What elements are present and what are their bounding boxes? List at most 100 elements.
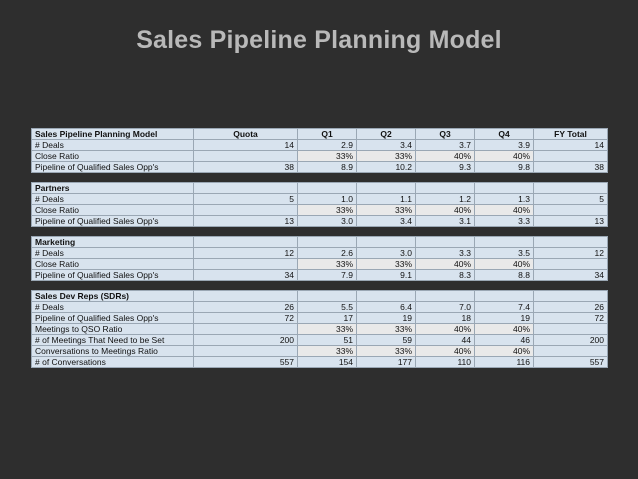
value-cell: 557	[193, 356, 298, 368]
value-cell: 33%	[356, 323, 416, 335]
value-cell: 40%	[415, 323, 475, 335]
value-cell: 8.8	[474, 269, 534, 281]
table-row: Pipeline of Qualified Sales Opp's 34 7.9 9.…	[31, 269, 608, 281]
value-cell: 5	[533, 193, 608, 205]
row-label: # Deals	[31, 193, 194, 205]
empty-cell	[297, 290, 357, 302]
table-row: # Deals 5 1.0 1.1 1.2 1.3 5	[31, 193, 608, 205]
empty-cell	[297, 182, 357, 194]
value-cell: 34	[193, 269, 298, 281]
value-cell: 38	[193, 161, 298, 173]
table-row: Meetings to QSO Ratio 33% 33% 40% 40%	[31, 323, 608, 335]
row-label: Pipeline of Qualified Sales Opp's	[31, 269, 194, 281]
value-cell: 19	[356, 312, 416, 324]
value-cell: 72	[193, 312, 298, 324]
value-cell: 5.5	[297, 301, 357, 313]
section-title: Marketing	[31, 236, 194, 248]
table-row: # of Meetings That Need to be Set 200 51 59…	[31, 334, 608, 346]
table-row: # Deals 12 2.6 3.0 3.3 3.5 12	[31, 247, 608, 259]
value-cell: 9.3	[415, 161, 475, 173]
table-row: # Deals 26 5.5 6.4 7.0 7.4 26	[31, 301, 608, 313]
value-cell: 26	[193, 301, 298, 313]
value-cell: 33%	[356, 345, 416, 357]
value-cell	[193, 323, 298, 335]
value-cell: 3.3	[415, 247, 475, 259]
value-cell: 3.0	[356, 247, 416, 259]
value-cell: 59	[356, 334, 416, 346]
value-cell	[193, 150, 298, 162]
header-quota: Quota	[193, 128, 298, 140]
header-q1: Q1	[297, 128, 357, 140]
value-cell	[533, 258, 608, 270]
value-cell: 6.4	[356, 301, 416, 313]
section-header-row: Sales Dev Reps (SDRs)	[31, 290, 608, 302]
header-q2: Q2	[356, 128, 416, 140]
empty-cell	[193, 182, 298, 194]
table-row: Close Ratio 33% 33% 40% 40%	[31, 258, 608, 270]
empty-cell	[193, 290, 298, 302]
value-cell: 177	[356, 356, 416, 368]
empty-cell	[533, 182, 608, 194]
value-cell	[193, 345, 298, 357]
value-cell: 3.5	[474, 247, 534, 259]
value-cell: 3.1	[415, 215, 475, 227]
header-q4: Q4	[474, 128, 534, 140]
table-row: Close Ratio 33% 33% 40% 40%	[31, 204, 608, 216]
empty-cell	[533, 290, 608, 302]
value-cell: 10.2	[356, 161, 416, 173]
value-cell: 40%	[415, 204, 475, 216]
value-cell: 7.9	[297, 269, 357, 281]
value-cell: 3.7	[415, 139, 475, 151]
value-cell: 72	[533, 312, 608, 324]
value-cell: 557	[533, 356, 608, 368]
table-row: # of Conversations 557 154 177 110 116 557	[31, 356, 608, 368]
empty-cell	[415, 182, 475, 194]
row-label: Pipeline of Qualified Sales Opp's	[31, 215, 194, 227]
value-cell	[533, 345, 608, 357]
table-row: Conversations to Meetings Ratio 33% 33% 40%…	[31, 345, 608, 357]
empty-cell	[356, 290, 416, 302]
row-label: # of Meetings That Need to be Set	[31, 334, 194, 346]
row-label: Close Ratio	[31, 204, 194, 216]
value-cell: 1.2	[415, 193, 475, 205]
empty-cell	[474, 236, 534, 248]
value-cell: 9.8	[474, 161, 534, 173]
section-header-row: Partners	[31, 182, 608, 194]
value-cell: 200	[193, 334, 298, 346]
value-cell	[533, 323, 608, 335]
value-cell	[533, 204, 608, 216]
value-cell: 5	[193, 193, 298, 205]
empty-cell	[474, 182, 534, 194]
value-cell: 1.1	[356, 193, 416, 205]
value-cell: 12	[193, 247, 298, 259]
value-cell: 12	[533, 247, 608, 259]
row-label: # Deals	[31, 301, 194, 313]
value-cell: 8.3	[415, 269, 475, 281]
value-cell: 17	[297, 312, 357, 324]
value-cell: 13	[193, 215, 298, 227]
empty-cell	[415, 236, 475, 248]
value-cell: 116	[474, 356, 534, 368]
value-cell: 1.3	[474, 193, 534, 205]
table-row: Pipeline of Qualified Sales Opp's 38 8.9 10…	[31, 161, 608, 173]
value-cell: 18	[415, 312, 475, 324]
value-cell: 3.4	[356, 139, 416, 151]
table-row: Pipeline of Qualified Sales Opp's 13 3.0 3.…	[31, 215, 608, 227]
value-cell: 46	[474, 334, 534, 346]
value-cell: 8.9	[297, 161, 357, 173]
section-header-row: Marketing	[31, 236, 608, 248]
empty-cell	[533, 236, 608, 248]
section-title: Partners	[31, 182, 194, 194]
value-cell: 40%	[415, 345, 475, 357]
section-title: Sales Dev Reps (SDRs)	[31, 290, 194, 302]
value-cell: 40%	[474, 258, 534, 270]
row-label: Meetings to QSO Ratio	[31, 323, 194, 335]
value-cell: 7.0	[415, 301, 475, 313]
empty-cell	[356, 236, 416, 248]
value-cell: 1.0	[297, 193, 357, 205]
value-cell: 40%	[474, 204, 534, 216]
value-cell: 33%	[297, 345, 357, 357]
slide-title: Sales Pipeline Planning Model	[136, 26, 502, 54]
row-label: # of Conversations	[31, 356, 194, 368]
value-cell: 3.3	[474, 215, 534, 227]
